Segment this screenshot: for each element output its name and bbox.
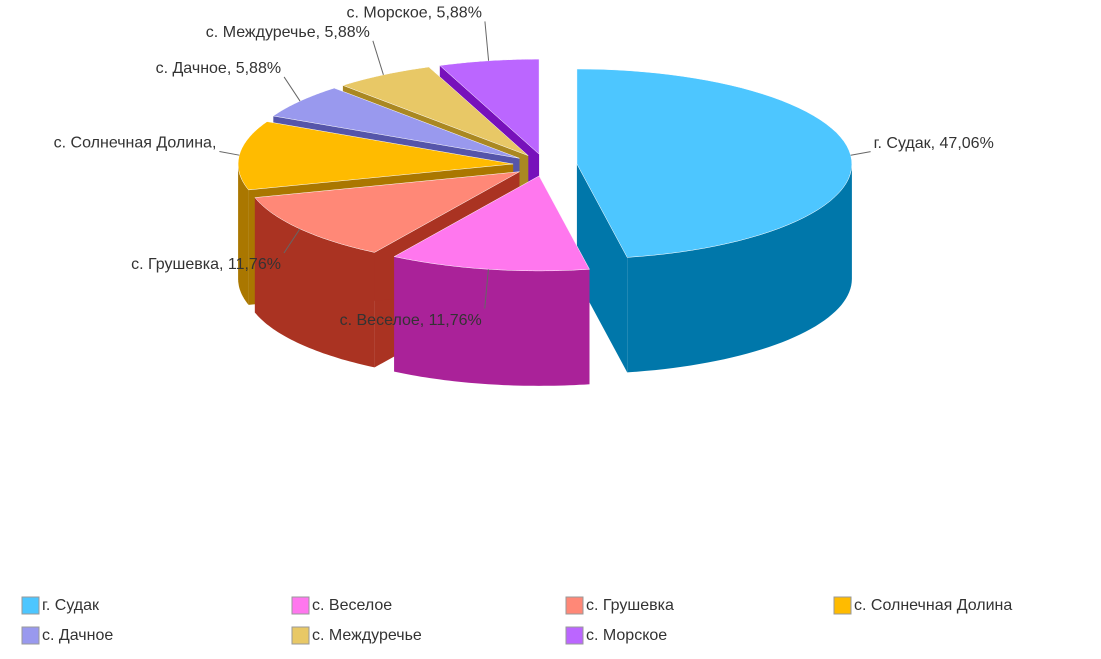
leader-line: [219, 150, 240, 156]
legend-label: с. Солнечная Долина: [854, 597, 1012, 614]
legend-label: г. Судак: [42, 597, 100, 614]
legend-swatch: [21, 626, 40, 645]
legend-item: г. Судак: [21, 596, 100, 615]
legend-item: с. Грушевка: [565, 596, 674, 615]
legend-swatch: [291, 626, 310, 645]
legend-item: с. Междуречье: [291, 626, 422, 645]
leader-line: [484, 269, 489, 309]
legend-item: с. Морское: [565, 626, 667, 645]
data-label: с. Грушевка, 11,76%: [131, 256, 281, 273]
legend-item: с. Веселое: [291, 596, 392, 615]
leader-line: [850, 151, 871, 156]
data-label: с. Солнечная Долина,: [54, 135, 217, 152]
legend-swatch: [291, 596, 310, 615]
legend-label: с. Морское: [586, 627, 667, 644]
legend-swatch: [21, 596, 40, 615]
legend-item: с. Дачное: [21, 626, 113, 645]
leader-line: [283, 228, 301, 254]
slice-wall: [576, 164, 628, 373]
slice: [393, 175, 590, 272]
legend-swatch: [833, 596, 852, 615]
legend-item: с. Солнечная Долина: [833, 596, 1012, 615]
leader-line: [484, 21, 490, 61]
legend-label: с. Междуречье: [312, 627, 422, 644]
data-label: г. Судак, 47,06%: [874, 135, 994, 152]
legend-label: с. Веселое: [312, 597, 392, 614]
data-label: с. Морское, 5,88%: [346, 5, 481, 22]
slice-side: [238, 164, 249, 305]
slice-side: [254, 197, 375, 368]
data-label: с. Междуречье, 5,88%: [206, 24, 370, 41]
slice-side: [627, 164, 852, 373]
leader-line: [283, 76, 301, 102]
legend-swatch: [565, 596, 584, 615]
data-label: с. Веселое, 11,76%: [340, 312, 482, 329]
legend-swatch: [565, 626, 584, 645]
slice-side: [394, 256, 590, 386]
legend-label: с. Дачное: [42, 627, 113, 644]
slice: [439, 58, 540, 155]
data-label: с. Дачное, 5,88%: [156, 60, 282, 77]
legend-label: с. Грушевка: [586, 597, 674, 614]
leader-line: [372, 40, 384, 75]
